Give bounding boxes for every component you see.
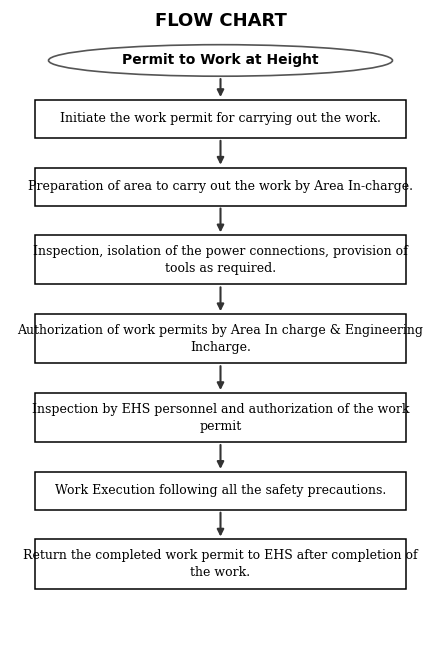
- FancyBboxPatch shape: [35, 100, 406, 138]
- FancyBboxPatch shape: [35, 235, 406, 284]
- Text: Initiate the work permit for carrying out the work.: Initiate the work permit for carrying ou…: [60, 112, 381, 125]
- FancyBboxPatch shape: [35, 539, 406, 589]
- Text: Return the completed work permit to EHS after completion of
the work.: Return the completed work permit to EHS …: [23, 549, 418, 579]
- Text: Permit to Work at Height: Permit to Work at Height: [122, 53, 319, 68]
- Text: Work Execution following all the safety precautions.: Work Execution following all the safety …: [55, 484, 386, 497]
- FancyBboxPatch shape: [35, 393, 406, 442]
- FancyBboxPatch shape: [35, 168, 406, 206]
- Text: FLOW CHART: FLOW CHART: [154, 12, 287, 30]
- FancyBboxPatch shape: [35, 314, 406, 363]
- Text: Inspection, isolation of the power connections, provision of
tools as required.: Inspection, isolation of the power conne…: [33, 245, 408, 275]
- Text: Authorization of work permits by Area In charge & Engineering
Incharge.: Authorization of work permits by Area In…: [18, 324, 423, 353]
- FancyBboxPatch shape: [35, 472, 406, 510]
- Text: Inspection by EHS personnel and authorization of the work
permit: Inspection by EHS personnel and authoriz…: [32, 403, 409, 432]
- Text: Preparation of area to carry out the work by Area In-charge.: Preparation of area to carry out the wor…: [28, 180, 413, 193]
